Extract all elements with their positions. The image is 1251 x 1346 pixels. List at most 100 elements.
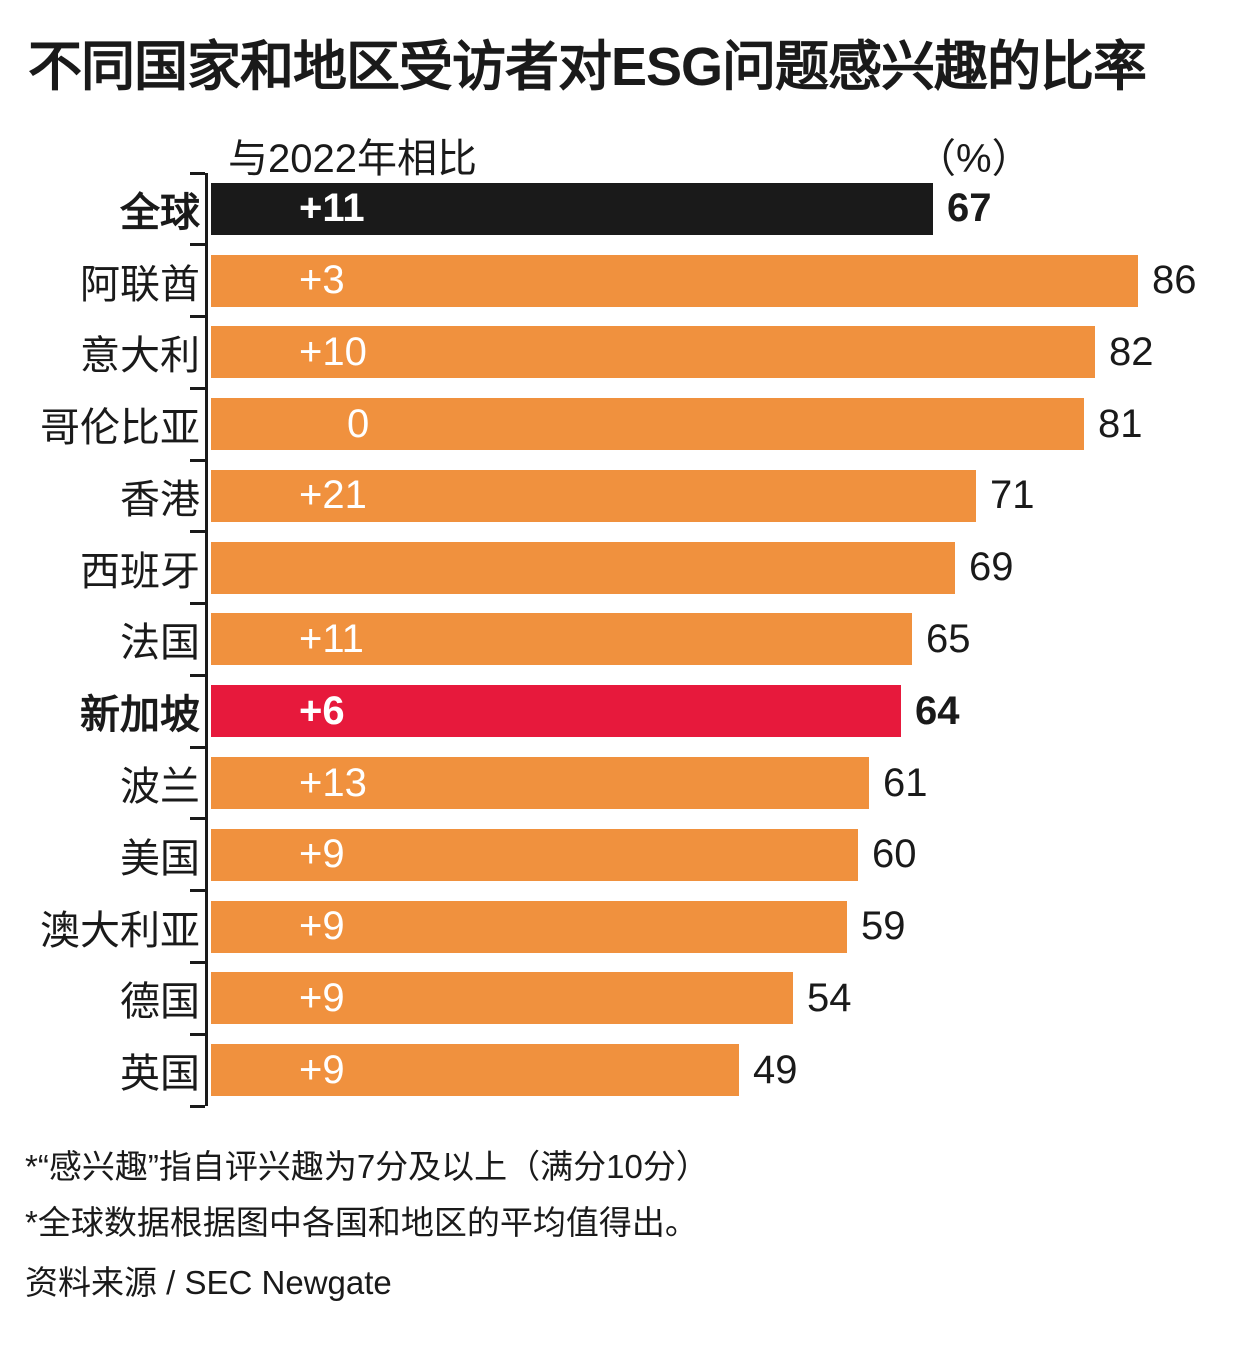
category-label: 法国 xyxy=(120,621,200,666)
value-label: 61 xyxy=(883,760,928,805)
axis-tick xyxy=(190,458,205,462)
change-vs-2022-label: +6 xyxy=(299,688,345,733)
bar-chart: 全球 +11 67 阿联酋 +3 86 意大利 +10 82 哥伦比亚 xyxy=(0,171,1251,1108)
value-label: 59 xyxy=(861,904,906,949)
axis-tick xyxy=(190,673,205,677)
value-label: 49 xyxy=(753,1047,798,1092)
value-bar: +10 xyxy=(211,326,1095,379)
value-label: 54 xyxy=(807,975,852,1020)
chart-row: 西班牙 69 xyxy=(0,532,1251,604)
category-label: 美国 xyxy=(120,836,200,881)
category-label: 波兰 xyxy=(120,765,200,809)
axis-tick xyxy=(190,530,205,534)
bar-zone: +9 54 xyxy=(200,962,1251,1034)
change-vs-2022-label: +9 xyxy=(299,904,345,949)
category-label: 新加坡 xyxy=(80,693,200,738)
axis-tick xyxy=(190,1032,205,1036)
bar-zone: +3 86 xyxy=(200,245,1251,317)
value-bar: +9 xyxy=(211,972,793,1025)
y-axis-line xyxy=(205,173,208,1106)
value-bar: +9 xyxy=(211,1044,739,1097)
bar-zone: 0 81 xyxy=(200,388,1251,460)
change-vs-2022-label: +11 xyxy=(299,186,365,231)
change-vs-2022-label: +21 xyxy=(299,473,367,518)
value-bar: +9 xyxy=(211,900,847,953)
source-credit: 资料来源 / SEC Newgate xyxy=(25,1264,392,1301)
value-bar: +21 xyxy=(211,469,976,522)
value-bar: +11 xyxy=(211,182,933,235)
value-label: 71 xyxy=(990,473,1035,518)
bar-zone: 69 xyxy=(200,532,1251,604)
category-label: 德国 xyxy=(120,980,200,1025)
bar-zone: +9 60 xyxy=(200,819,1251,891)
bar-zone: +9 59 xyxy=(200,891,1251,963)
footnote-definition: *“感兴趣”指自评兴趣为7分及以上（满分10分） xyxy=(25,1148,709,1185)
category-label: 西班牙 xyxy=(80,549,200,594)
value-label: 82 xyxy=(1109,329,1154,374)
change-vs-2022-label: +9 xyxy=(299,1047,345,1092)
bar-zone: +11 65 xyxy=(200,604,1251,676)
chart-row: 全球 +11 67 xyxy=(0,173,1251,245)
value-bar: +9 xyxy=(211,828,858,881)
chart-row: 德国 +9 54 xyxy=(0,962,1251,1034)
change-vs-2022-label: +9 xyxy=(299,975,345,1020)
chart-row: 阿联酋 +3 86 xyxy=(0,245,1251,317)
category-label: 英国 xyxy=(120,1052,200,1097)
value-label: 81 xyxy=(1098,401,1143,446)
axis-tick xyxy=(190,315,205,319)
change-vs-2022-label: +13 xyxy=(299,760,367,805)
chart-row: 英国 +9 49 xyxy=(0,1034,1251,1106)
value-bar xyxy=(211,541,955,594)
axis-tick xyxy=(190,960,205,964)
change-vs-2022-label: +3 xyxy=(299,258,345,303)
chart-row: 法国 +11 65 xyxy=(0,604,1251,676)
chart-row: 哥伦比亚 0 81 xyxy=(0,388,1251,460)
category-label: 澳大利亚 xyxy=(40,908,200,953)
bar-zone: +11 67 xyxy=(200,173,1251,245)
axis-tick xyxy=(190,1104,205,1108)
change-vs-2022-label: +11 xyxy=(299,616,364,661)
chart-row: 波兰 +13 61 xyxy=(0,747,1251,819)
category-label: 哥伦比亚 xyxy=(40,406,200,451)
axis-tick xyxy=(190,745,205,749)
chart-row: 澳大利亚 +9 59 xyxy=(0,891,1251,963)
axis-tick xyxy=(190,386,205,390)
value-label: 67 xyxy=(947,186,992,231)
unit-note: （%） xyxy=(916,137,1032,181)
bar-zone: +21 71 xyxy=(200,460,1251,532)
axis-tick xyxy=(190,171,205,175)
value-label: 60 xyxy=(872,832,917,877)
compare-note: 与2022年相比 xyxy=(228,137,477,181)
bar-zone: +13 61 xyxy=(200,747,1251,819)
category-label: 全球 xyxy=(120,190,200,235)
axis-tick xyxy=(190,243,205,247)
footnote-global-average: *全球数据根据图中各国和地区的平均值得出。 xyxy=(25,1204,698,1241)
bar-zone: +6 64 xyxy=(200,675,1251,747)
change-vs-2022-label: +10 xyxy=(299,329,367,374)
chart-row: 新加坡 +6 64 xyxy=(0,675,1251,747)
axis-tick xyxy=(190,602,205,606)
page-title: 不同国家和地区受访者对ESG问题感兴趣的比率 xyxy=(28,37,1147,97)
chart-row: 香港 +21 71 xyxy=(0,460,1251,532)
value-bar: +13 xyxy=(211,757,869,809)
category-label: 意大利 xyxy=(80,334,200,379)
bar-zone: +10 82 xyxy=(200,317,1251,389)
chart-row: 美国 +9 60 xyxy=(0,819,1251,891)
change-vs-2022-label: 0 xyxy=(347,401,370,446)
value-bar: +11 xyxy=(211,613,912,666)
axis-tick xyxy=(190,817,205,821)
value-label: 65 xyxy=(926,616,971,661)
value-bar: +3 xyxy=(211,254,1138,307)
value-label: 69 xyxy=(969,545,1014,590)
value-bar: 0 xyxy=(211,398,1084,451)
value-label: 64 xyxy=(915,688,960,733)
value-label: 86 xyxy=(1152,258,1197,303)
change-vs-2022-label: +9 xyxy=(299,832,345,877)
axis-tick xyxy=(190,889,205,893)
bar-zone: +9 49 xyxy=(200,1034,1251,1106)
value-bar: +6 xyxy=(211,685,901,738)
chart-row: 意大利 +10 82 xyxy=(0,317,1251,389)
category-label: 阿联酋 xyxy=(80,262,200,307)
category-label: 香港 xyxy=(120,477,200,522)
